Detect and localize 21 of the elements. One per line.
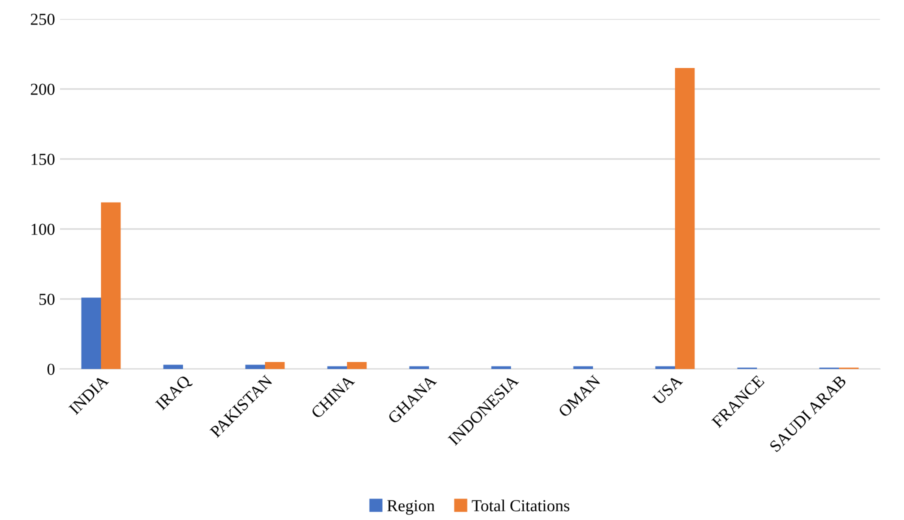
bar <box>101 202 121 369</box>
bar <box>347 362 367 369</box>
bar <box>265 362 285 369</box>
bar <box>163 364 183 369</box>
bar <box>245 364 265 369</box>
bar <box>655 366 675 369</box>
y-tick-label: 250 <box>30 14 55 25</box>
y-tick-label: 50 <box>39 294 55 305</box>
bar <box>409 366 429 369</box>
legend-label: Region <box>387 500 435 515</box>
y-tick-label: 150 <box>32 154 55 165</box>
legend-label: Total Citations <box>472 500 570 512</box>
x-tick-label: USA <box>652 374 684 406</box>
y-tick-label: 0 <box>47 364 55 375</box>
bar <box>327 366 347 369</box>
y-tick-label: 200 <box>30 84 55 95</box>
y-tick-label: 100 <box>32 224 55 235</box>
bar <box>573 366 593 369</box>
bar <box>491 366 511 369</box>
bar <box>675 68 695 369</box>
bar <box>81 298 101 369</box>
